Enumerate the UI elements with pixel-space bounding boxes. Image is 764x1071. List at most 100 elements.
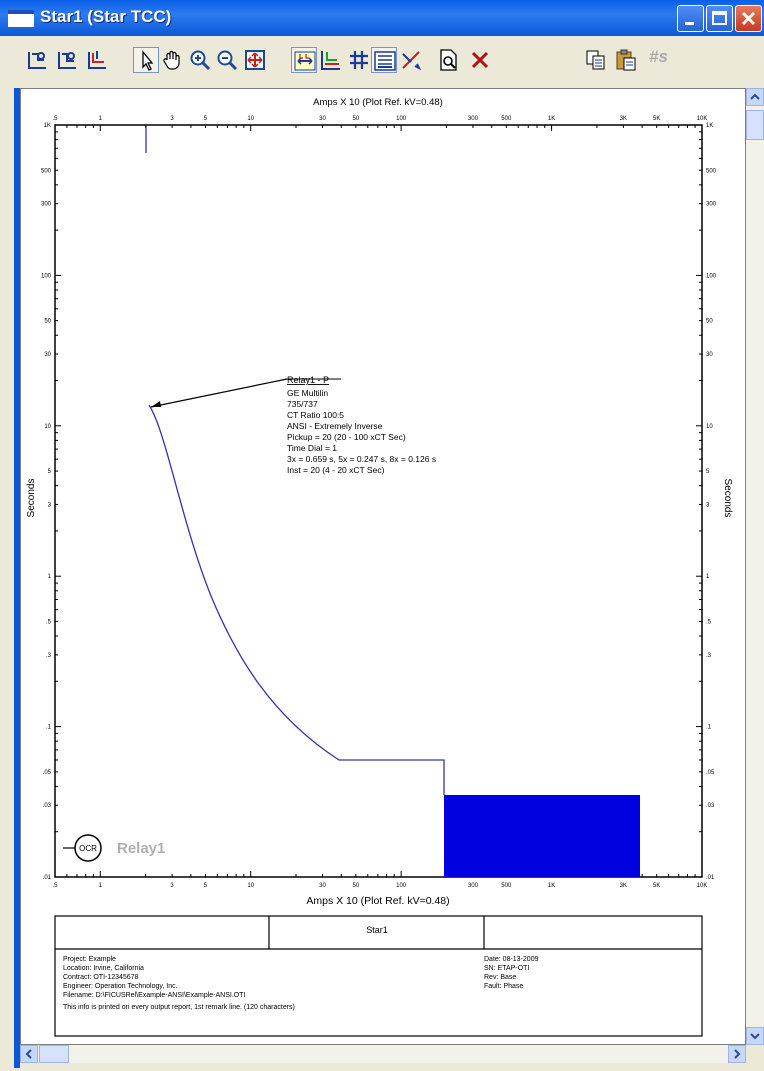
x-tick-label-top: 10 bbox=[247, 116, 254, 122]
curve-axis-button[interactable] bbox=[85, 47, 111, 73]
chevron-down-icon bbox=[750, 1033, 760, 1040]
zoom-in-button[interactable] bbox=[187, 47, 213, 73]
tcc-plot-canvas[interactable]: Amps X 10 (Plot Ref. kV=0.48) Amps X 10 … bbox=[20, 88, 746, 1045]
y-tick-label-left: .05 bbox=[43, 770, 52, 776]
x-tick-label-bottom: 100 bbox=[396, 883, 407, 889]
grid-icon bbox=[350, 51, 368, 69]
y-tick-label-right: .01 bbox=[706, 875, 715, 881]
relay-device-label: Relay1 bbox=[117, 840, 165, 857]
title-block-left-line: Filename: D:\FICUSRel\Example-ANSI\Examp… bbox=[63, 992, 245, 999]
x-tick-label-top: 3 bbox=[170, 116, 174, 122]
close-button[interactable] bbox=[735, 5, 762, 32]
scroll-left-button[interactable] bbox=[20, 1045, 38, 1063]
zoom-out-button[interactable] bbox=[214, 47, 240, 73]
title-block-left-line: Engineer: Operation Technology, Inc. bbox=[63, 983, 178, 990]
y-tick-label-right: 1K bbox=[706, 123, 713, 129]
pointer-icon bbox=[142, 50, 154, 71]
ocr-relay-symbol[interactable]: OCR bbox=[63, 834, 102, 862]
x-tick-label-top: 500 bbox=[501, 116, 512, 122]
x-tick-label-bottom: 300 bbox=[468, 883, 479, 889]
toolbar: #s bbox=[0, 36, 764, 86]
y-tick-label-right: .05 bbox=[706, 770, 715, 776]
y-tick-label-left: .3 bbox=[46, 653, 52, 659]
legend-icon bbox=[374, 51, 396, 71]
x-tick-label-bottom: .5 bbox=[52, 883, 58, 889]
annotation-title: Relay1 - P bbox=[287, 375, 329, 385]
y-tick-label-right: .03 bbox=[706, 803, 715, 809]
y-tick-label-left: 30 bbox=[44, 352, 51, 358]
y-tick-label-right: 3 bbox=[706, 502, 710, 508]
copy-button[interactable] bbox=[583, 47, 609, 73]
y-tick-label-right: 500 bbox=[706, 168, 717, 174]
device-settings-button-2[interactable] bbox=[55, 47, 81, 73]
annotation-line: Time Dial = 1 bbox=[287, 443, 337, 453]
device-setting-alt-icon bbox=[58, 52, 76, 69]
x-tick-label-top: .5 bbox=[52, 116, 58, 122]
annotation-line: 735/737 bbox=[287, 399, 318, 409]
window-left-border bbox=[14, 88, 20, 1068]
legend-toggle-button[interactable] bbox=[371, 47, 397, 73]
relay1-instantaneous-region[interactable] bbox=[444, 795, 640, 877]
x-tick-label-top: 1 bbox=[99, 116, 103, 122]
y-tick-label-left: .5 bbox=[46, 619, 52, 625]
label-align-icon bbox=[294, 51, 316, 71]
x-tick-label-top: 5 bbox=[204, 116, 208, 122]
y-tick-label-left: 1 bbox=[48, 574, 52, 580]
print-preview-button[interactable] bbox=[436, 47, 462, 73]
title-block-left-line: Location: Irvine, California bbox=[63, 965, 144, 972]
x-tick-label-top: 100 bbox=[396, 116, 407, 122]
x-tick-label-bottom: 5K bbox=[653, 883, 660, 889]
chevron-left-icon bbox=[25, 1049, 32, 1059]
y-tick-label-right: 30 bbox=[706, 352, 713, 358]
relay1-inverse-curve[interactable] bbox=[148, 404, 445, 795]
y-tick-label-right: .3 bbox=[706, 653, 712, 659]
scroll-up-button[interactable] bbox=[746, 88, 764, 106]
align-labels-button[interactable] bbox=[291, 47, 317, 73]
scroll-down-button[interactable] bbox=[746, 1027, 764, 1045]
minimize-button[interactable] bbox=[677, 5, 704, 32]
x-tick-label-bottom: 10K bbox=[697, 883, 708, 889]
pan-hand-button[interactable] bbox=[160, 47, 186, 73]
scroll-right-button[interactable] bbox=[728, 1045, 746, 1063]
paste-icon bbox=[616, 49, 636, 71]
delete-icon bbox=[471, 51, 489, 69]
hash-s-label[interactable]: #s bbox=[649, 47, 668, 66]
y-tick-label-left: 500 bbox=[41, 168, 52, 174]
zoom-in-icon bbox=[190, 50, 211, 71]
minimize-icon bbox=[685, 22, 694, 25]
fault-arrow-button[interactable] bbox=[398, 47, 424, 73]
title-bar[interactable]: Star1 (Star TCC) bbox=[0, 0, 764, 36]
chevron-up-icon bbox=[750, 93, 760, 100]
zoom-fit-button[interactable] bbox=[242, 47, 268, 73]
y-tick-label-right: 10 bbox=[706, 424, 713, 430]
print-preview-icon bbox=[440, 49, 457, 71]
axis-ticks bbox=[54, 125, 702, 878]
x-tick-label-bottom: 3K bbox=[620, 883, 627, 889]
x-tick-label-top: 30 bbox=[319, 116, 326, 122]
horizontal-scroll-thumb[interactable] bbox=[39, 1045, 69, 1063]
y-tick-label-left: .01 bbox=[43, 875, 52, 881]
device-setting-icon bbox=[28, 52, 46, 69]
y-tick-label-left: .1 bbox=[46, 725, 52, 731]
ocr-symbol-label: OCR bbox=[79, 844, 97, 853]
plot-curves-button[interactable] bbox=[318, 47, 344, 73]
curve-axis-icon bbox=[88, 51, 106, 69]
vertical-scrollbar[interactable] bbox=[746, 88, 764, 1045]
maximize-button[interactable] bbox=[706, 5, 733, 32]
vertical-scroll-thumb[interactable] bbox=[746, 110, 764, 140]
x-tick-label-bottom: 30 bbox=[319, 883, 326, 889]
y-tick-label-left: 5 bbox=[48, 469, 52, 475]
x-tick-label-bottom: 500 bbox=[501, 883, 512, 889]
horizontal-scrollbar[interactable] bbox=[20, 1045, 746, 1063]
paste-button[interactable] bbox=[613, 47, 639, 73]
device-settings-button-1[interactable] bbox=[25, 47, 51, 73]
x-tick-label-bottom: 10 bbox=[247, 883, 254, 889]
title-block-center-title: Star1 bbox=[366, 925, 388, 935]
delete-button[interactable] bbox=[467, 47, 493, 73]
select-pointer-button[interactable] bbox=[133, 47, 159, 73]
x-tick-label-bottom: 1 bbox=[99, 883, 103, 889]
grid-toggle-button[interactable] bbox=[346, 47, 372, 73]
x-tick-label-top: 5K bbox=[653, 116, 660, 122]
y-tick-label-left: 300 bbox=[41, 202, 52, 208]
